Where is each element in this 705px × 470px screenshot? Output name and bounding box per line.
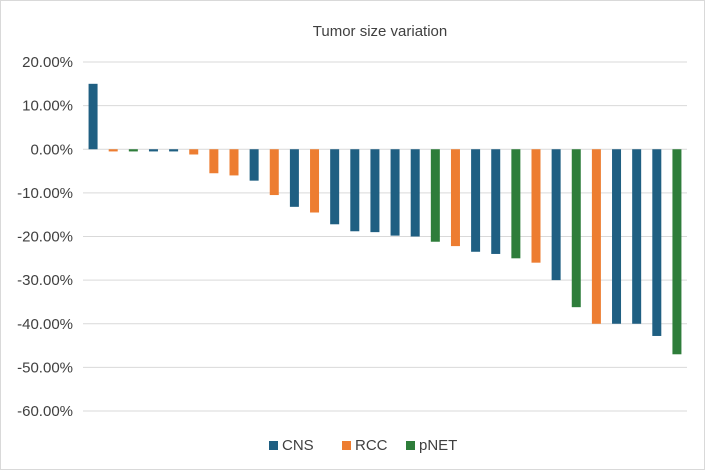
legend-label: CNS — [282, 437, 314, 454]
bar-pnet — [571, 149, 581, 308]
bar-rcc — [531, 149, 541, 263]
bar-cns — [491, 149, 501, 254]
bar-pnet — [128, 149, 138, 152]
chart-title: Tumor size variation — [313, 23, 448, 40]
legend: CNS RCC pNET — [269, 437, 457, 454]
bar-cns — [612, 149, 622, 324]
bar-cns — [471, 149, 481, 252]
bar-cns — [350, 149, 360, 232]
legend-swatch — [342, 441, 351, 450]
y-tick-label: -50.00% — [17, 359, 73, 376]
legend-item-cns: CNS — [269, 437, 314, 454]
legend-item-rcc: RCC — [342, 437, 388, 454]
bar-cns — [632, 149, 642, 324]
gridlines — [83, 61, 687, 412]
bar-cns — [652, 149, 662, 336]
bar-cns — [169, 149, 179, 152]
bar-cns — [289, 149, 299, 207]
bar-cns — [330, 149, 340, 225]
bar-rcc — [591, 149, 601, 324]
bar-pnet — [430, 149, 440, 242]
bar-rcc — [209, 149, 219, 174]
legend-label: pNET — [419, 437, 457, 454]
y-tick-label: 0.00% — [30, 141, 73, 158]
legend-swatch — [406, 441, 415, 450]
bar-cns — [88, 83, 98, 150]
bar-pnet — [511, 149, 521, 259]
bar-cns — [249, 149, 259, 181]
bar-rcc — [189, 149, 199, 155]
legend-label: RCC — [355, 437, 388, 454]
bar-rcc — [108, 149, 118, 152]
y-tick-label: 20.00% — [22, 54, 73, 71]
bar-cns — [148, 149, 158, 152]
y-tick-label: 10.00% — [22, 98, 73, 115]
bar-rcc — [229, 149, 239, 176]
bar-rcc — [310, 149, 320, 213]
y-tick-label: -20.00% — [17, 229, 73, 246]
y-tick-label: -30.00% — [17, 272, 73, 289]
legend-swatch — [269, 441, 278, 450]
y-tick-label: -40.00% — [17, 316, 73, 333]
bar-cns — [390, 149, 400, 236]
y-axis-tick-labels: 20.00% 10.00% 0.00% -10.00% -20.00% -30.00% -4… — [17, 54, 73, 420]
bar-rcc — [450, 149, 460, 247]
bars — [88, 83, 682, 355]
bar-cns — [370, 149, 380, 233]
y-tick-label: -60.00% — [17, 403, 73, 420]
bar-rcc — [269, 149, 279, 196]
bar-pnet — [672, 149, 682, 355]
legend-item-pnet: pNET — [406, 437, 457, 454]
bar-cns — [551, 149, 561, 281]
y-tick-label: -10.00% — [17, 185, 73, 202]
bar-cns — [410, 149, 420, 237]
